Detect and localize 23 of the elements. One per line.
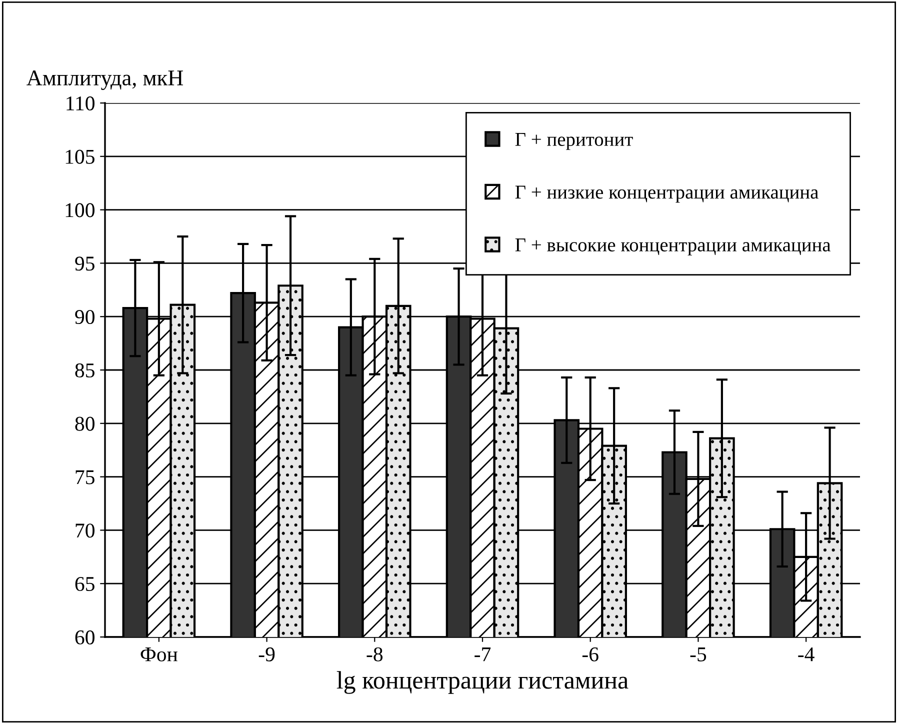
- x-tick-label: Фон: [140, 648, 178, 662]
- y-tick-label: 90: [75, 310, 94, 324]
- x-tick-label: -9: [258, 647, 275, 662]
- legend-label: Г + низкие концентрации амикацина: [515, 186, 818, 203]
- y-tick-label: 85: [75, 363, 94, 378]
- y-tick-label: 95: [75, 256, 94, 271]
- legend-label: Г + перитонит: [515, 133, 633, 150]
- y-axis-title: Амплитуда, мкН: [26, 70, 183, 90]
- y-tick-label: 65: [75, 577, 94, 592]
- y-tick-label: 80: [75, 416, 94, 431]
- x-tick-label: -8: [366, 647, 383, 662]
- x-axis-title: lg концентрации гистамина: [336, 671, 628, 694]
- y-tick-label: 105: [66, 150, 94, 164]
- y-tick-label: 75: [76, 470, 94, 484]
- y-tick-label: 100: [66, 203, 94, 218]
- legend-label: Г + высокие концентрации амикацина: [515, 238, 831, 256]
- x-tick-label: -4: [798, 647, 814, 662]
- y-tick-label: 70: [76, 524, 94, 538]
- y-tick-label: 110: [66, 96, 94, 110]
- y-tick-label: 60: [75, 630, 94, 644]
- x-tick-label: -6: [582, 647, 598, 662]
- x-tick-label: -7: [474, 648, 491, 662]
- x-tick-label: -5: [690, 648, 706, 662]
